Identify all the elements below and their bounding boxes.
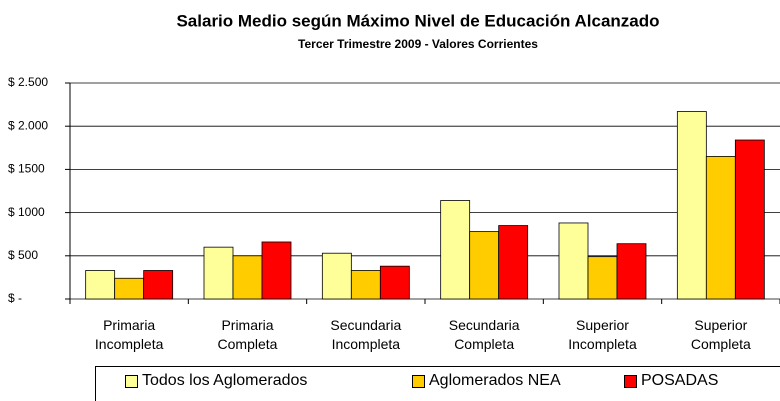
x-tick-label: Secundaria Incompleta	[330, 317, 402, 352]
chart-title: Salario Medio según Máximo Nivel de Educ…	[176, 11, 659, 30]
bar	[676, 111, 707, 300]
legend	[95, 366, 780, 401]
bar	[734, 139, 765, 300]
bar	[498, 225, 529, 300]
x-tick-label: Primaria Incompleta	[94, 317, 164, 352]
y-tick-label: $ 2.500	[8, 75, 48, 89]
legend-swatch	[624, 374, 637, 388]
legend-swatch	[412, 374, 425, 388]
bar	[440, 200, 471, 300]
legend-label: POSADAS	[641, 372, 719, 389]
x-tick-label: Superior Incompleta	[568, 317, 637, 352]
bar	[616, 243, 647, 300]
bar	[558, 222, 589, 300]
bar	[587, 256, 618, 300]
bar	[321, 252, 352, 300]
chart-subtitle: Tercer Trimestre 2009 - Valores Corrient…	[298, 37, 538, 51]
y-tick-label: $ 500	[8, 248, 38, 262]
bar	[705, 156, 736, 300]
legend-item: Aglomerados NEA	[412, 372, 561, 390]
legend-swatch	[125, 374, 138, 388]
y-tick-label: $ 1500	[8, 162, 45, 176]
legend-item: POSADAS	[624, 372, 718, 390]
legend-label: Todos los Aglomerados	[142, 372, 308, 389]
x-tick-label: Superior Completa	[690, 317, 751, 352]
x-tick-label: Secundaria Completa	[448, 317, 520, 352]
bar	[203, 246, 234, 300]
bar	[350, 270, 381, 300]
bar	[85, 270, 116, 300]
legend-label: Aglomerados NEA	[429, 372, 561, 389]
y-tick-label: $ 1000	[8, 205, 45, 219]
bar	[379, 265, 410, 300]
y-tick-label: $ -	[8, 291, 22, 305]
bar	[114, 277, 145, 300]
bar	[261, 241, 292, 300]
x-tick-label: Primaria Completa	[217, 317, 278, 352]
legend-item: Todos los Aglomerados	[125, 372, 307, 390]
bar	[143, 270, 174, 300]
y-tick-label: $ 2.000	[8, 118, 48, 132]
bar	[469, 231, 500, 300]
bar	[232, 255, 263, 300]
